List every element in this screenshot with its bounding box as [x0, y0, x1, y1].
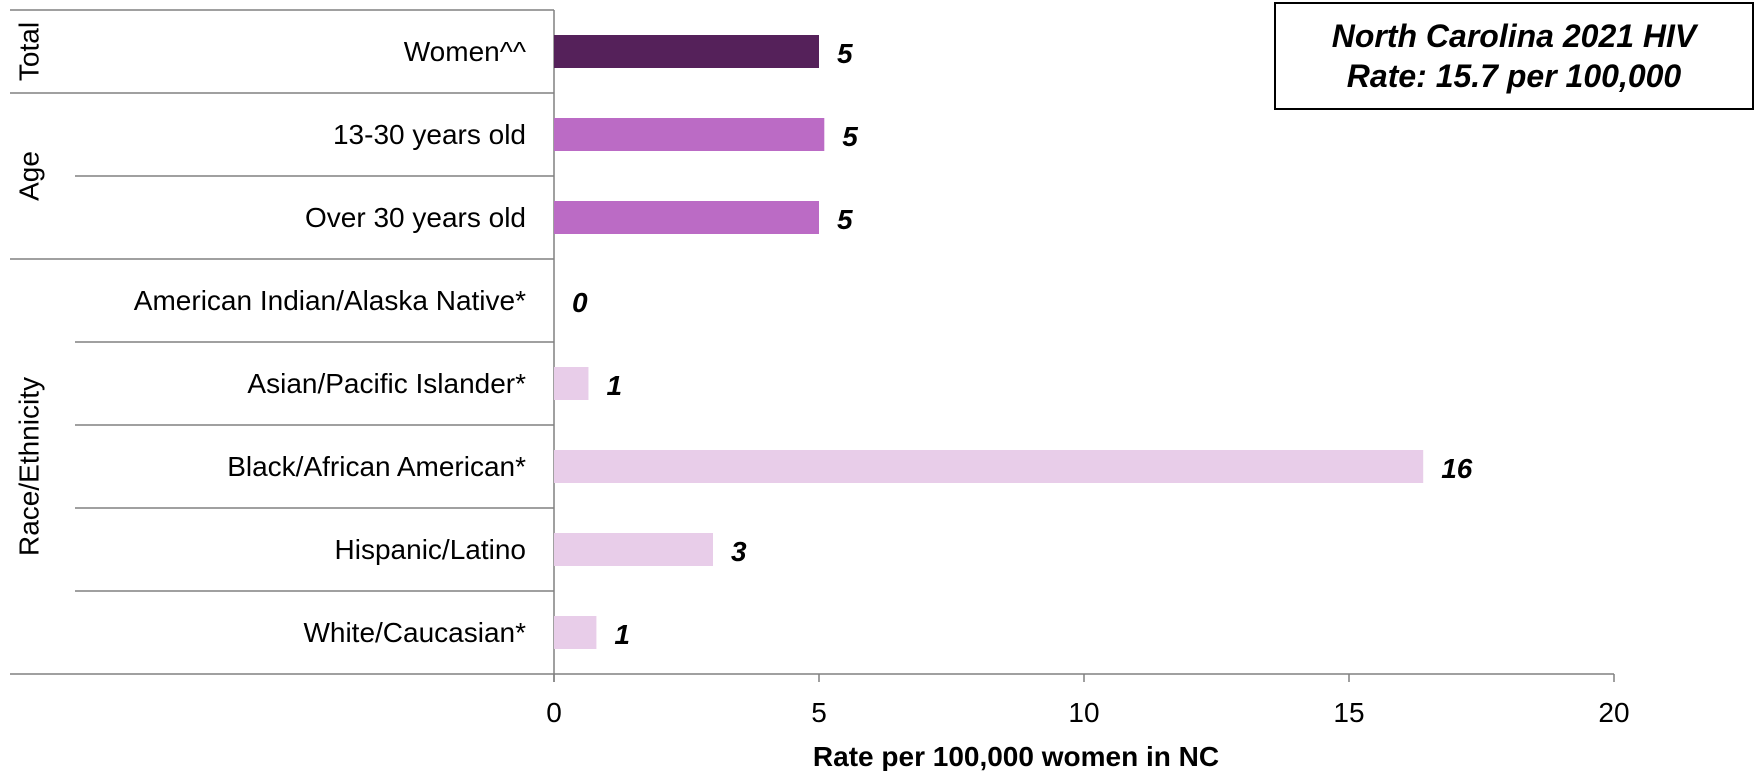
x-axis-title: Rate per 100,000 women in NC: [813, 741, 1219, 771]
x-tick-label: 10: [1068, 697, 1099, 728]
data-label: 5: [837, 204, 853, 235]
group-label: Total: [14, 22, 45, 81]
category-label: American Indian/Alaska Native*: [134, 285, 526, 316]
bar: [554, 450, 1424, 483]
data-label: 5: [842, 121, 858, 152]
group-label: Race/Ethnicity: [14, 377, 45, 556]
bar: [554, 118, 825, 151]
chart-frame: [10, 9, 1614, 682]
category-label: Asian/Pacific Islander*: [247, 368, 526, 399]
rate-annotation-line-1: North Carolina 2021 HIV: [1331, 18, 1697, 54]
data-label: 0: [572, 287, 588, 318]
bar: [554, 533, 713, 566]
data-label: 16: [1441, 453, 1473, 484]
bars: [554, 35, 1424, 649]
rate-annotation-line-2: Rate: 15.7 per 100,000: [1346, 58, 1682, 94]
category-labels: Women^^ 13-30 years old Over 30 years old A…: [134, 36, 526, 648]
category-label: Black/African American*: [227, 451, 526, 482]
x-tick-label: 5: [811, 697, 827, 728]
data-label: 3: [731, 536, 747, 567]
data-label: 5: [837, 38, 853, 69]
x-axis: 0 5 10 15 20: [546, 674, 1630, 728]
bar: [554, 35, 819, 68]
bar: [554, 616, 597, 649]
data-label: 1: [614, 619, 630, 650]
group-labels: Total Age Race/Ethnicity: [14, 22, 45, 556]
x-tick-label: 20: [1598, 697, 1629, 728]
data-label: 1: [606, 370, 622, 401]
category-label: Women^^: [404, 36, 526, 67]
x-tick-label: 15: [1333, 697, 1364, 728]
x-tick-label: 0: [546, 697, 562, 728]
category-label: Hispanic/Latino: [335, 534, 526, 565]
bar: [554, 201, 819, 234]
rate-annotation-box: North Carolina 2021 HIV Rate: 15.7 per 1…: [1274, 2, 1754, 110]
group-label: Age: [14, 151, 45, 201]
bar: [554, 367, 589, 400]
category-label: White/Caucasian*: [303, 617, 526, 648]
category-label: 13-30 years old: [333, 119, 526, 150]
category-label: Over 30 years old: [305, 202, 526, 233]
